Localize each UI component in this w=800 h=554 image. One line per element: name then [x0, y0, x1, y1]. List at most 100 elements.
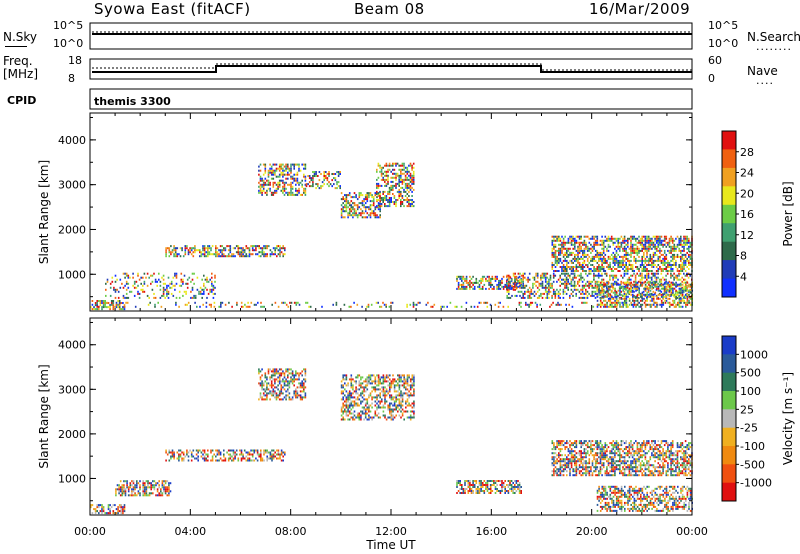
data-cell	[652, 243, 655, 246]
data-cell	[554, 251, 557, 254]
data-cell	[659, 303, 661, 306]
data-cell	[360, 192, 362, 195]
data-cell	[385, 418, 388, 421]
data-cell	[102, 510, 105, 513]
data-cell	[389, 378, 391, 381]
data-cell	[572, 239, 574, 242]
data-cell	[142, 290, 144, 293]
data-cell	[182, 278, 184, 281]
data-cell	[361, 392, 364, 395]
data-cell	[607, 281, 610, 284]
data-cell	[379, 193, 381, 195]
data-cell	[150, 274, 152, 277]
data-cell	[683, 299, 685, 302]
data-cell	[224, 459, 227, 462]
data-cell	[269, 390, 271, 393]
data-cell	[397, 394, 399, 397]
data-cell	[312, 181, 314, 184]
data-cell	[145, 276, 147, 279]
data-cell	[270, 167, 273, 170]
data-cell	[353, 212, 356, 215]
data-cell	[390, 176, 392, 179]
data-cell	[533, 294, 536, 297]
data-cell	[670, 289, 673, 292]
data-cell	[267, 169, 270, 172]
data-cell	[266, 378, 268, 381]
data-cell	[114, 274, 117, 277]
data-cell	[136, 494, 138, 497]
data-cell	[391, 301, 394, 304]
data-cell	[204, 278, 207, 281]
data-cell	[667, 270, 669, 272]
data-cell	[213, 453, 215, 456]
data-cell	[210, 249, 212, 252]
data-cell	[278, 390, 281, 393]
data-cell	[284, 249, 286, 252]
data-cell	[601, 247, 603, 250]
data-cell	[207, 459, 209, 462]
data-cell	[658, 278, 661, 281]
data-cell	[312, 183, 314, 186]
data-cell	[641, 299, 644, 302]
data-cell	[625, 297, 628, 300]
data-cell	[347, 212, 349, 215]
data-cell	[342, 378, 344, 381]
data-cell	[334, 173, 337, 175]
data-cell	[417, 301, 420, 304]
data-cell	[129, 484, 132, 487]
data-cell	[266, 255, 268, 258]
data-cell	[462, 287, 465, 290]
data-cell	[301, 396, 303, 399]
data-cell	[478, 285, 481, 288]
data-cell	[643, 264, 645, 266]
data-cell	[374, 206, 377, 209]
data-cell	[636, 253, 639, 256]
data-cell	[219, 451, 222, 454]
data-cell	[590, 264, 592, 266]
data-cell	[602, 257, 605, 260]
data-cell	[593, 294, 595, 297]
data-cell	[202, 453, 204, 456]
data-cell	[553, 255, 555, 258]
data-cell	[572, 268, 574, 270]
data-cell	[283, 173, 286, 176]
data-cell	[122, 286, 125, 289]
data-cell	[345, 200, 348, 203]
data-cell	[559, 288, 561, 291]
data-cell	[303, 187, 305, 190]
data-cell	[178, 453, 180, 456]
data-cell	[606, 301, 608, 304]
data-cell	[312, 185, 314, 188]
data-cell	[218, 453, 220, 456]
data-cell	[636, 299, 639, 302]
data-cell	[409, 178, 412, 181]
data-cell	[153, 296, 155, 299]
data-cell	[652, 281, 655, 284]
data-cell	[360, 384, 362, 387]
data-cell	[372, 198, 375, 201]
data-cell	[647, 241, 650, 244]
data-cell	[280, 374, 283, 377]
data-cell	[573, 284, 576, 287]
data-cell	[532, 284, 534, 287]
data-cell	[356, 404, 359, 407]
data-cell	[611, 303, 613, 306]
data-cell	[174, 251, 177, 254]
data-cell	[202, 249, 204, 252]
data-cell	[585, 243, 587, 246]
data-cell	[377, 406, 380, 409]
data-cell	[580, 274, 582, 277]
data-cell	[173, 245, 175, 248]
data-cell	[267, 179, 270, 182]
data-cell	[154, 305, 156, 308]
data-cell	[122, 506, 124, 509]
data-cell	[364, 198, 367, 201]
data-cell	[192, 251, 195, 254]
data-cell	[565, 292, 568, 295]
data-cell	[688, 245, 690, 248]
data-cell	[681, 255, 684, 258]
data-cell	[678, 274, 680, 277]
data-cell	[209, 290, 211, 293]
data-cell	[411, 166, 413, 169]
data-cell	[213, 305, 216, 308]
